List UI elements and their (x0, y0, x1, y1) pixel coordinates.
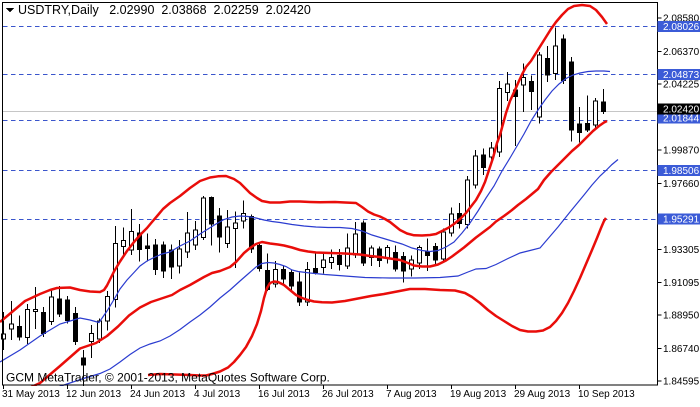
svg-text:GCM MetaTrader, © 2001-2013, M: GCM MetaTrader, © 2001-2013, MetaQuotes … (6, 371, 330, 385)
svg-text:1.88950: 1.88950 (663, 311, 700, 322)
svg-text:2.02420: 2.02420 (663, 105, 700, 116)
svg-text:2.04225: 2.04225 (663, 80, 700, 91)
svg-text:10 Sep 2013: 10 Sep 2013 (578, 389, 635, 400)
svg-text:1.99870: 1.99870 (663, 146, 700, 157)
svg-text:29 Aug 2013: 29 Aug 2013 (514, 389, 571, 400)
svg-text:12 Jun 2013: 12 Jun 2013 (66, 389, 121, 400)
svg-text:2.04873: 2.04873 (663, 70, 700, 81)
svg-text:1.86740: 1.86740 (663, 344, 700, 355)
svg-text:26 Jul 2013: 26 Jul 2013 (322, 389, 374, 400)
svg-text:1.97660: 1.97660 (663, 179, 700, 190)
svg-text:19 Aug 2013: 19 Aug 2013 (450, 389, 507, 400)
svg-text:2.06370: 2.06370 (663, 47, 700, 58)
svg-text:1.84595: 1.84595 (663, 377, 700, 388)
svg-text:16 Jul 2013: 16 Jul 2013 (258, 389, 310, 400)
svg-text:2.08026: 2.08026 (663, 22, 700, 33)
svg-text:1.93305: 1.93305 (663, 245, 700, 256)
svg-text:24 Jun 2013: 24 Jun 2013 (130, 389, 185, 400)
svg-text:4 Jul 2013: 4 Jul 2013 (194, 389, 241, 400)
svg-text:1.98506: 1.98506 (663, 166, 700, 177)
svg-text:7 Aug 2013: 7 Aug 2013 (386, 389, 437, 400)
svg-text:31 May 2013: 31 May 2013 (2, 389, 60, 400)
svg-text:1.95291: 1.95291 (663, 215, 700, 226)
svg-text:USDTRY,Daily 2.02990 2.0386: USDTRY,Daily 2.02990 2.03868 2.02259 2.0… (18, 3, 311, 17)
svg-text:1.91095: 1.91095 (663, 278, 700, 289)
